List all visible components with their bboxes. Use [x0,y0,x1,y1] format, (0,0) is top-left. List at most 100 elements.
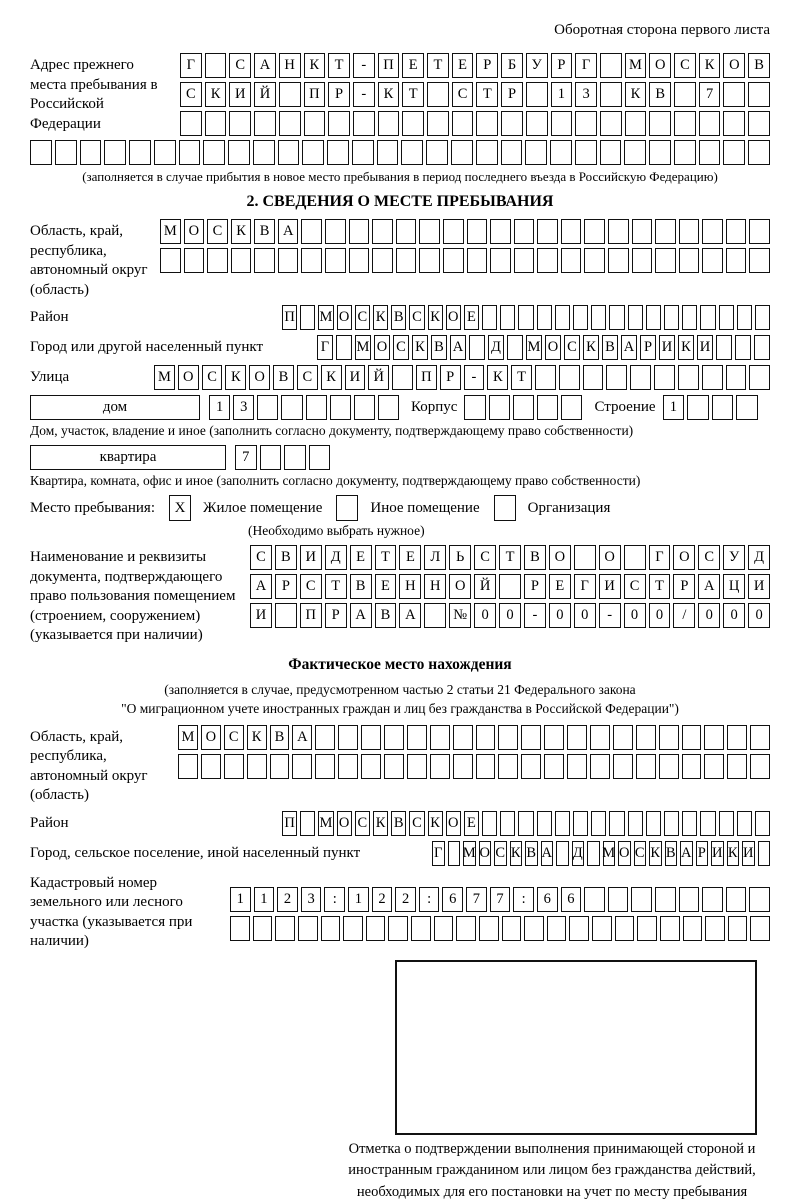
char-cell: В [523,545,546,570]
char-cell [395,248,417,273]
char-cell [560,248,582,273]
char-cell [718,810,734,836]
char-cell: А [277,219,299,244]
char-cell [631,886,652,912]
char-cell [727,753,748,779]
char-cell [674,111,696,136]
char-cell [301,248,323,273]
char-cell [301,219,323,244]
char-cell [663,810,680,836]
char-cell: П [282,305,298,330]
stamp-box [395,959,757,1135]
char-cell: Р [695,840,708,866]
char-cell: И [229,82,252,107]
char-cell: С [354,810,370,836]
char-cell [556,840,569,866]
char-cell [550,140,572,165]
stroenie-cells: 1 [662,395,758,420]
char-cell: Р [324,603,347,628]
stroenie-label: Строение [594,399,656,415]
char-cell: У [723,545,746,570]
char-cell: В [391,305,407,330]
char-cell [292,753,313,779]
char-cell [678,886,700,912]
char-cell: К [230,219,252,244]
char-cell [338,753,359,779]
char-cell [402,111,425,136]
char-cell: - [352,53,375,78]
fakt-gorod-field: Город, сельское поселение, иной населенн… [30,840,770,866]
char-cell [281,395,303,420]
char-cell: : [324,886,346,912]
char-cell [451,111,474,136]
char-cell [427,111,449,136]
char-cell [300,305,316,330]
char-cell: Д [488,335,504,360]
char-cell [305,395,327,420]
char-cell: И [250,603,272,628]
char-cell: А [450,335,466,360]
char-cell [329,395,351,420]
char-cell: А [621,335,637,360]
char-cell [300,810,316,836]
char-cell [614,915,635,941]
char-cell [475,140,498,165]
char-cell [682,305,698,330]
char-cell [246,753,267,779]
char-cell [442,248,464,273]
char-cell [419,219,440,244]
char-cell: С [623,574,646,599]
char-cell [348,219,370,244]
char-cell: / [673,603,696,628]
char-cell: Р [673,574,696,599]
char-cell [716,335,732,360]
char-cell: К [412,335,428,360]
char-cell: 0 [573,603,596,628]
char-cell [469,335,485,360]
option-organizatsiya-label: Организация [527,499,611,516]
char-cell [537,248,558,273]
char-cell: Т [511,365,532,390]
char-cell: 6 [442,886,464,912]
char-cell: : [513,886,534,912]
char-cell [654,365,675,390]
char-cell [223,753,244,779]
char-cell [573,810,589,836]
char-cell: С [633,840,646,866]
char-cell [392,365,413,390]
char-cell [325,248,346,273]
char-cell [79,140,102,165]
char-cell [372,219,393,244]
char-cell [655,248,676,273]
char-cell: С [494,840,507,866]
char-cell [482,305,498,330]
char-cell [573,305,589,330]
char-cell [546,915,567,941]
char-cell [627,810,643,836]
char-cell [599,111,622,136]
char-cell [482,810,498,836]
char-cell: В [349,574,372,599]
char-cell [757,840,770,866]
char-cell: Е [374,574,397,599]
char-cell [681,753,702,779]
char-cell [624,140,647,165]
char-cell [372,248,393,273]
char-cell: С [250,545,272,570]
char-cell [452,724,473,750]
char-cell: Й [254,82,276,107]
char-cell: И [598,574,621,599]
char-cell [388,915,408,941]
char-cell: М [355,335,371,360]
char-cell: Р [550,53,573,78]
char-cell [203,140,226,165]
char-cell: 0 [698,603,721,628]
char-cell [325,219,346,244]
char-cell: К [649,840,662,866]
dokument-label: Наименование и реквизиты документа, подт… [30,549,236,643]
char-cell [674,82,696,107]
char-cell: Й [474,574,497,599]
char-cell [466,219,488,244]
